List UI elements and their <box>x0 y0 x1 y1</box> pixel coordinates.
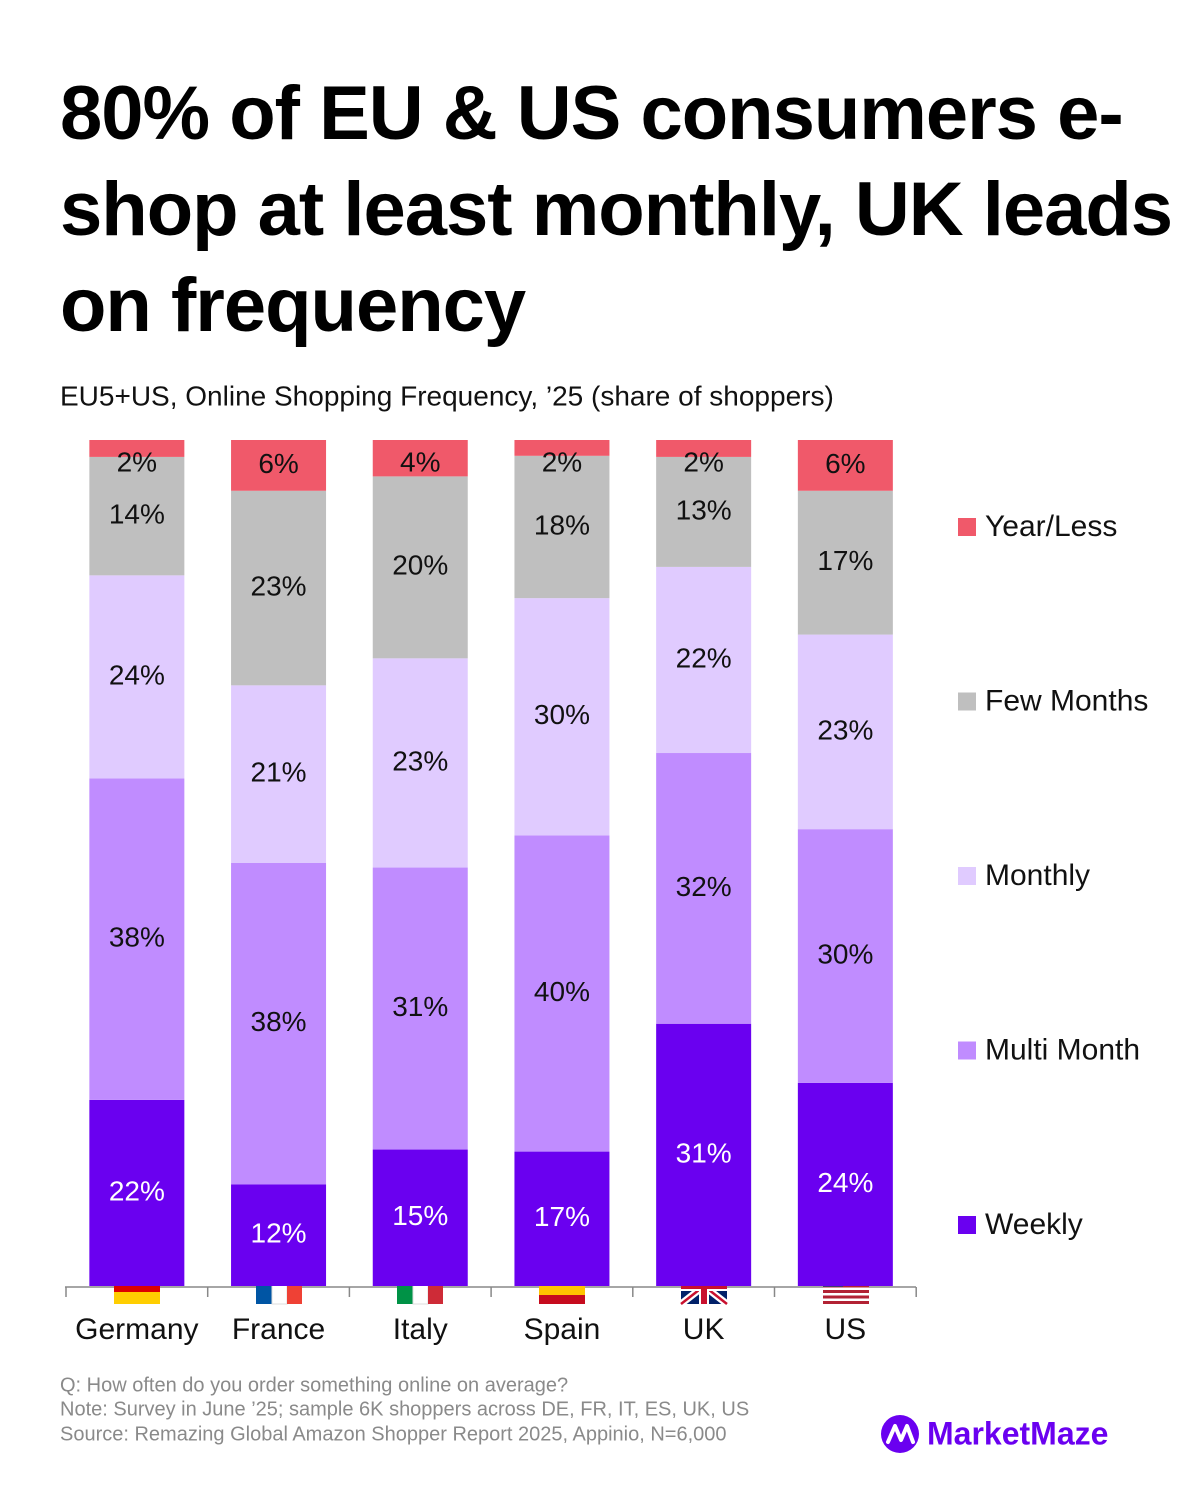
legend-label: Year/Less <box>985 510 1117 543</box>
legend-swatch <box>958 518 976 536</box>
bar-segment <box>514 455 610 599</box>
data-label: 17% <box>817 545 873 576</box>
bar-segment <box>372 658 468 868</box>
data-label: 23% <box>392 745 448 776</box>
bar-segment <box>656 753 752 1024</box>
bar-segment <box>231 1184 327 1286</box>
x-tick-label: UK <box>683 1313 725 1346</box>
bar-segment <box>797 829 893 1083</box>
legend-swatch <box>958 867 976 885</box>
data-label: 32% <box>676 871 732 902</box>
data-label: 22% <box>109 1175 165 1206</box>
chart-title: 80% of EU & US consumers e-shop at least… <box>60 71 1173 348</box>
x-tick-label: Italy <box>393 1313 448 1346</box>
legend-label: Multi Month <box>985 1033 1140 1066</box>
bar-segment <box>656 1023 752 1286</box>
bar-segment <box>89 440 185 457</box>
bar-segment <box>89 575 185 779</box>
data-label: 4% <box>400 446 440 477</box>
data-label: 21% <box>251 757 307 788</box>
data-label: 31% <box>392 991 448 1022</box>
data-label: 23% <box>251 570 307 601</box>
data-label: 24% <box>817 1167 873 1198</box>
bar-segment <box>797 490 893 635</box>
data-label: 30% <box>534 699 590 730</box>
brand-name: MarketMaze <box>927 1415 1108 1451</box>
data-label: 2% <box>117 446 157 477</box>
bar-segment <box>372 476 468 659</box>
data-label: 12% <box>251 1218 307 1249</box>
data-label: 15% <box>392 1200 448 1231</box>
legend-swatch <box>958 692 976 711</box>
bar-segment <box>89 456 185 576</box>
chart-subtitle: EU5+US, Online Shopping Frequency, ’25 (… <box>60 380 834 411</box>
data-label: 2% <box>683 446 723 477</box>
note: Source: Remazing Global Amazon Shopper R… <box>60 1423 727 1445</box>
note: Q: How often do you order something onli… <box>60 1374 568 1396</box>
bar-segment <box>372 440 468 477</box>
bar-segment <box>656 440 752 457</box>
note: Note: Survey in June ’25; sample 6K shop… <box>60 1398 749 1420</box>
data-label: 38% <box>251 1006 307 1037</box>
data-label: 13% <box>676 494 732 525</box>
x-tick-label: US <box>825 1313 867 1346</box>
bar-segment <box>89 778 185 1100</box>
bar-segment <box>797 634 893 830</box>
bar-segment <box>372 1149 468 1286</box>
data-label: 18% <box>534 509 590 540</box>
x-tick-label: Spain <box>524 1313 601 1346</box>
brand-logo <box>881 1415 919 1453</box>
bar-segment <box>797 440 893 491</box>
bar-segment <box>514 835 610 1152</box>
data-label: 38% <box>109 922 165 953</box>
bar-segment <box>656 456 752 567</box>
bar-segment <box>231 490 327 686</box>
data-label: 30% <box>817 938 873 969</box>
data-label: 22% <box>676 642 732 673</box>
bar-segment <box>514 598 610 836</box>
data-label: 20% <box>392 550 448 581</box>
legend-label: Few Months <box>985 684 1148 717</box>
bar-segment <box>797 1082 893 1286</box>
bar-segment <box>231 863 327 1185</box>
legend-label: Weekly <box>985 1208 1083 1241</box>
data-label: 23% <box>817 714 873 745</box>
bar-segment <box>514 1151 610 1286</box>
legend-swatch <box>958 1041 976 1060</box>
bar-segment <box>514 440 610 456</box>
data-label: 31% <box>676 1137 732 1168</box>
x-tick-label: France <box>232 1313 325 1346</box>
x-tick-label: Germany <box>75 1313 198 1346</box>
flags <box>114 1265 869 1307</box>
bar-segment <box>656 566 752 754</box>
bar-segment <box>89 1099 185 1286</box>
data-label: 14% <box>109 499 165 530</box>
data-label: 40% <box>534 976 590 1007</box>
legend-swatch <box>958 1216 976 1234</box>
data-label: 6% <box>825 448 865 479</box>
bar-segment <box>231 685 327 863</box>
data-label: 17% <box>534 1201 590 1232</box>
data-label: 2% <box>542 446 582 477</box>
legend-label: Monthly <box>985 859 1090 892</box>
bar-segment <box>231 440 327 491</box>
data-label: 24% <box>109 659 165 690</box>
bar-segment <box>372 867 468 1150</box>
data-label: 6% <box>258 448 298 479</box>
